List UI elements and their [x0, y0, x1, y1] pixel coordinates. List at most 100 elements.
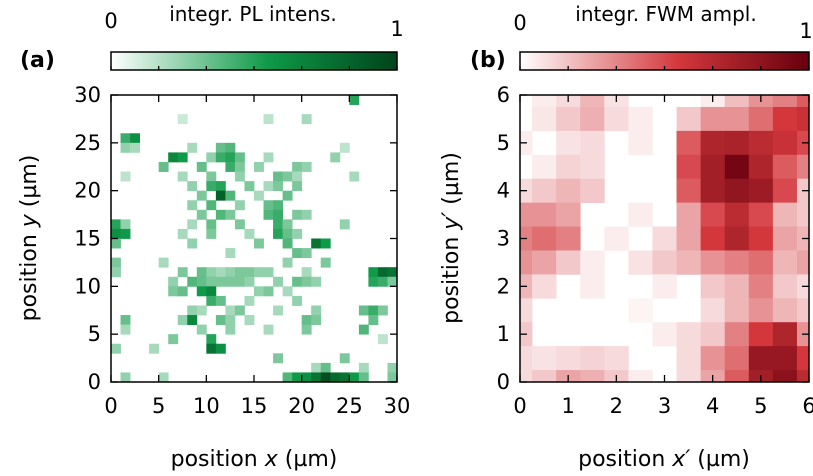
- panel-a-heatmap-cell: [234, 276, 245, 287]
- panel-b-heatmap-cell: [676, 346, 702, 371]
- panel-a-heatmap-cell: [206, 219, 217, 230]
- panel-a-heatmap-cell: [349, 372, 360, 383]
- panel-a-heatmap-cell: [120, 133, 131, 144]
- panel-a-heatmap-cell: [215, 295, 226, 306]
- panel-a-heatmap-cell: [244, 181, 255, 192]
- panel-a-heatmap-cell: [187, 315, 198, 325]
- panel-b-heatmap-cell: [580, 250, 605, 275]
- panel-a-heatmap-cell: [263, 181, 274, 192]
- panel-b-heatmap-cell: [700, 202, 726, 227]
- panel-b-heatmap-cell: [772, 322, 798, 347]
- panel-b-colorbar-max-label: 1: [799, 19, 812, 43]
- panel-a-heatmap-cell: [254, 238, 264, 249]
- panel-a-heatmap-cell: [292, 171, 303, 182]
- panel-a-heatmap-cell: [215, 315, 226, 325]
- panel-b-heatmap-cell: [700, 274, 726, 299]
- panel-a-heatmap-cell: [301, 114, 312, 125]
- panel-a-heatmap-cell: [377, 267, 388, 278]
- panel-a-heatmap-cell: [215, 190, 226, 201]
- panel-a-heatmap-cell: [301, 324, 312, 335]
- panel-b-heatmap-cell: [724, 322, 750, 347]
- panel-b-y-tick-label: 1: [497, 322, 510, 346]
- panel-b-heatmap-cell: [556, 202, 581, 227]
- panel-b-heatmap-cell: [604, 346, 629, 371]
- panel-b-tick-marks: [519, 66, 810, 383]
- panel-b-heatmap-cell: [580, 274, 605, 299]
- panel-b-x-tick-labels: 0 1 2 3 4 5 6: [513, 394, 813, 418]
- panel-a-heatmap-cell: [111, 343, 121, 354]
- panel-a-heatmap-cell: [273, 228, 283, 239]
- panel-a-label: (a): [20, 48, 55, 73]
- panel-a-heatmap-cell: [158, 372, 169, 383]
- panel-a-heatmap-cell: [282, 238, 293, 249]
- panel-b-heatmap-cell: [724, 202, 750, 227]
- panel-b-heatmap-cell: [520, 202, 533, 227]
- panel-b-heatmap-cell: [724, 370, 750, 383]
- panel-b-heatmap-cell: [532, 154, 557, 180]
- panel-b-heatmap-cell: [556, 178, 581, 204]
- panel-a-y-tick-labels: 0 5 10 15 20 25 30: [74, 83, 101, 394]
- panel-a-heatmap-cell: [187, 238, 198, 249]
- panel-a-heatmap-cell: [349, 171, 360, 182]
- panel-a-heatmap-cell: [387, 372, 398, 383]
- panel-a-heatmap-cell: [215, 209, 226, 220]
- panel-a-y-tick-label: 20: [74, 179, 101, 203]
- panel-b-heatmap-cell: [628, 106, 653, 132]
- panel-a-heatmap-cell: [292, 161, 303, 172]
- panel-a-heatmap-cell: [234, 161, 245, 172]
- panel-a-heatmap-cell: [215, 152, 226, 163]
- panel-a-heatmap-cell: [311, 276, 322, 287]
- panel-b-x-tick-label: 2: [610, 394, 623, 418]
- panel-a-heatmap-cell: [339, 219, 350, 230]
- panel-a-heatmap-cell: [225, 142, 236, 153]
- panel-a-heatmap-cell: [120, 324, 131, 335]
- panel-b-heatmap-cell: [700, 106, 726, 132]
- panel-a-heatmap-cell: [196, 209, 207, 220]
- panel-a-heatmap-cell: [282, 286, 293, 297]
- panel-a-heatmap-cell: [111, 267, 121, 278]
- panel-a-heatmap-cell: [177, 152, 188, 163]
- panel-b-heatmap-cell: [520, 346, 533, 371]
- panel-b-heatmap-cell: [556, 226, 581, 251]
- panel-a-x-tick-label: 25: [336, 394, 363, 418]
- panel-b-x-axis-label: position x′ (µm): [578, 447, 750, 472]
- panel-a-heatmap-cell: [206, 267, 217, 278]
- panel-b-heatmap-cells: [520, 95, 810, 383]
- panel-a-heatmap-cell: [292, 295, 303, 306]
- panel-a-heatmap-cell: [225, 276, 236, 287]
- panel-a-heatmap-cell: [120, 219, 131, 230]
- panel-a-heatmap-cell: [263, 267, 274, 278]
- panel-b-heatmap-cell: [724, 226, 750, 251]
- panel-b-heatmap-cell: [772, 95, 798, 108]
- panel-b-heatmap-cell: [580, 346, 605, 371]
- panel-a-heatmap-cell: [320, 257, 331, 268]
- panel-a-heatmap-cell: [273, 353, 283, 364]
- panel-a-heatmap-cell: [225, 152, 236, 163]
- panel-a-x-tick-label: 5: [152, 394, 165, 418]
- panel-a-heatmap-cell: [301, 372, 312, 383]
- panel-b-heatmap-cell: [580, 95, 605, 108]
- panel-b-heatmap-cell: [676, 202, 702, 227]
- panel-a-y-tick-label: 15: [74, 227, 101, 251]
- panel-b-heatmap-cell: [772, 106, 798, 132]
- panel-a-heatmap-cell: [120, 228, 131, 239]
- panel-b-heatmap-cell: [724, 274, 750, 299]
- panel-a-heatmap-cell: [330, 152, 341, 163]
- panel-a-heatmap-cell: [292, 276, 303, 287]
- panel-a-heatmap-cell: [158, 257, 169, 268]
- panel-a-heatmap-cell: [206, 295, 217, 306]
- panel-b-heatmap-cell: [748, 202, 774, 227]
- panel-b-heatmap-cell: [628, 202, 653, 227]
- panel-a-heatmap-cell: [225, 209, 236, 220]
- panel-b-heatmap-cell: [772, 202, 798, 227]
- panel-b-heatmap-cell: [748, 106, 774, 132]
- panel-a-heatmap-cell: [215, 343, 226, 354]
- panel-b-heatmap-cell: [724, 346, 750, 371]
- panel-b-heatmap-cell: [604, 226, 629, 251]
- panel-a-heatmap-cell: [187, 200, 198, 211]
- panel-a-heatmap-cell: [244, 267, 255, 278]
- panel-b-heatmap-cell: [556, 106, 581, 132]
- panel-b-heatmap-cell: [772, 298, 798, 323]
- panel-b-heatmap-cell: [724, 106, 750, 132]
